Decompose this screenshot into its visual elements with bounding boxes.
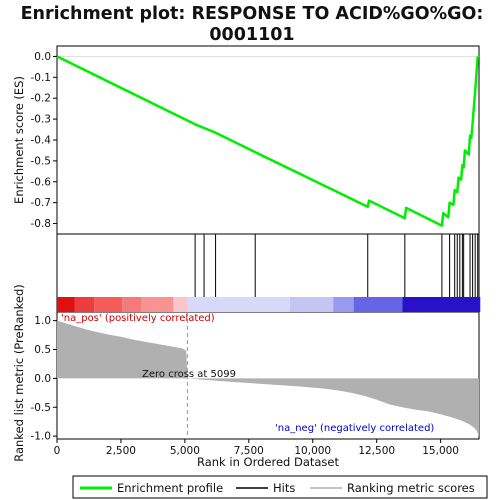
legend-enrichment-label: Enrichment profile bbox=[117, 481, 223, 495]
legend-metric-label: Ranking metric scores bbox=[347, 481, 475, 495]
chart-title-line1: Enrichment plot: RESPONSE TO ACID%GO%GO: bbox=[21, 4, 484, 24]
metric-tick-label: 0.0 bbox=[34, 373, 51, 385]
es-tick-label: -0.5 bbox=[31, 155, 52, 167]
heatmap-band bbox=[94, 297, 123, 312]
x-tick-label: 0 bbox=[54, 445, 61, 457]
heatmap-band bbox=[57, 297, 75, 312]
enrichment-profile-series bbox=[56, 55, 479, 227]
heatmap-band bbox=[353, 297, 403, 312]
heatmap-band bbox=[289, 297, 334, 312]
legend: Enrichment profile Hits Ranking metric s… bbox=[72, 475, 488, 499]
metric-tick-label: -0.5 bbox=[31, 402, 52, 414]
ranking-heatmap-bar bbox=[57, 297, 481, 312]
x-tick-label: 7,500 bbox=[234, 445, 264, 457]
es-tick-label: -0.6 bbox=[31, 176, 52, 188]
metric-tick-label: 1.0 bbox=[34, 315, 51, 327]
x-tick-label: 2,500 bbox=[106, 445, 136, 457]
hits-series bbox=[194, 234, 479, 297]
x-axis-label: Rank in Ordered Dataset bbox=[197, 455, 340, 469]
zero-cross-label: Zero cross at 5099 bbox=[142, 369, 236, 380]
x-tick-label: 10,000 bbox=[294, 445, 331, 457]
metric-axis-ticks: 1.0 0.5 0.0 -0.5 -1.0 bbox=[31, 315, 57, 443]
x-tick-label: 5,000 bbox=[170, 445, 200, 457]
es-panel bbox=[56, 45, 480, 235]
es-tick-label: -0.8 bbox=[31, 218, 52, 230]
es-tick-label: 0.0 bbox=[34, 51, 51, 63]
es-tick-label: -0.3 bbox=[31, 114, 52, 126]
es-tick-label: -0.4 bbox=[31, 135, 52, 147]
heatmap-band bbox=[141, 297, 174, 312]
enrichment-profile-line bbox=[56, 55, 479, 227]
x-axis-ticks: 0 2,500 5,000 7,500 10,000 12,500 15,000 bbox=[54, 439, 459, 457]
metric-y-axis-label: Ranked list metric (PreRanked) bbox=[12, 284, 26, 462]
legend-box bbox=[72, 475, 488, 499]
negative-correlation-label: 'na_neg' (negatively correlated) bbox=[275, 423, 434, 434]
es-axis-ticks: 0.0 -0.1 -0.2 -0.3 -0.4 -0.5 -0.6 -0.7 -0.8 bbox=[31, 51, 57, 230]
legend-hits-label: Hits bbox=[273, 481, 295, 495]
heatmap-band bbox=[173, 297, 188, 312]
heatmap-band bbox=[402, 297, 481, 312]
heatmap-band bbox=[333, 297, 354, 312]
es-tick-label: -0.2 bbox=[31, 93, 52, 105]
metric-tick-label: 0.5 bbox=[34, 344, 51, 356]
heatmap-band bbox=[122, 297, 142, 312]
positive-correlation-label: 'na_pos' (positively correlated) bbox=[61, 313, 215, 324]
heatmap-band bbox=[187, 297, 290, 312]
chart-title-line2: 0001101 bbox=[209, 25, 294, 45]
ranking-metric-area bbox=[57, 320, 479, 437]
heatmap-band bbox=[74, 297, 95, 312]
x-tick-label: 12,500 bbox=[358, 445, 395, 457]
es-y-axis-label: Enrichment score (ES) bbox=[12, 76, 26, 204]
es-tick-label: -0.7 bbox=[31, 197, 52, 209]
es-tick-label: -0.1 bbox=[31, 72, 52, 84]
ranking-metric-series bbox=[57, 312, 479, 439]
metric-tick-label: -1.0 bbox=[31, 431, 52, 443]
x-tick-label: 15,000 bbox=[422, 445, 459, 457]
